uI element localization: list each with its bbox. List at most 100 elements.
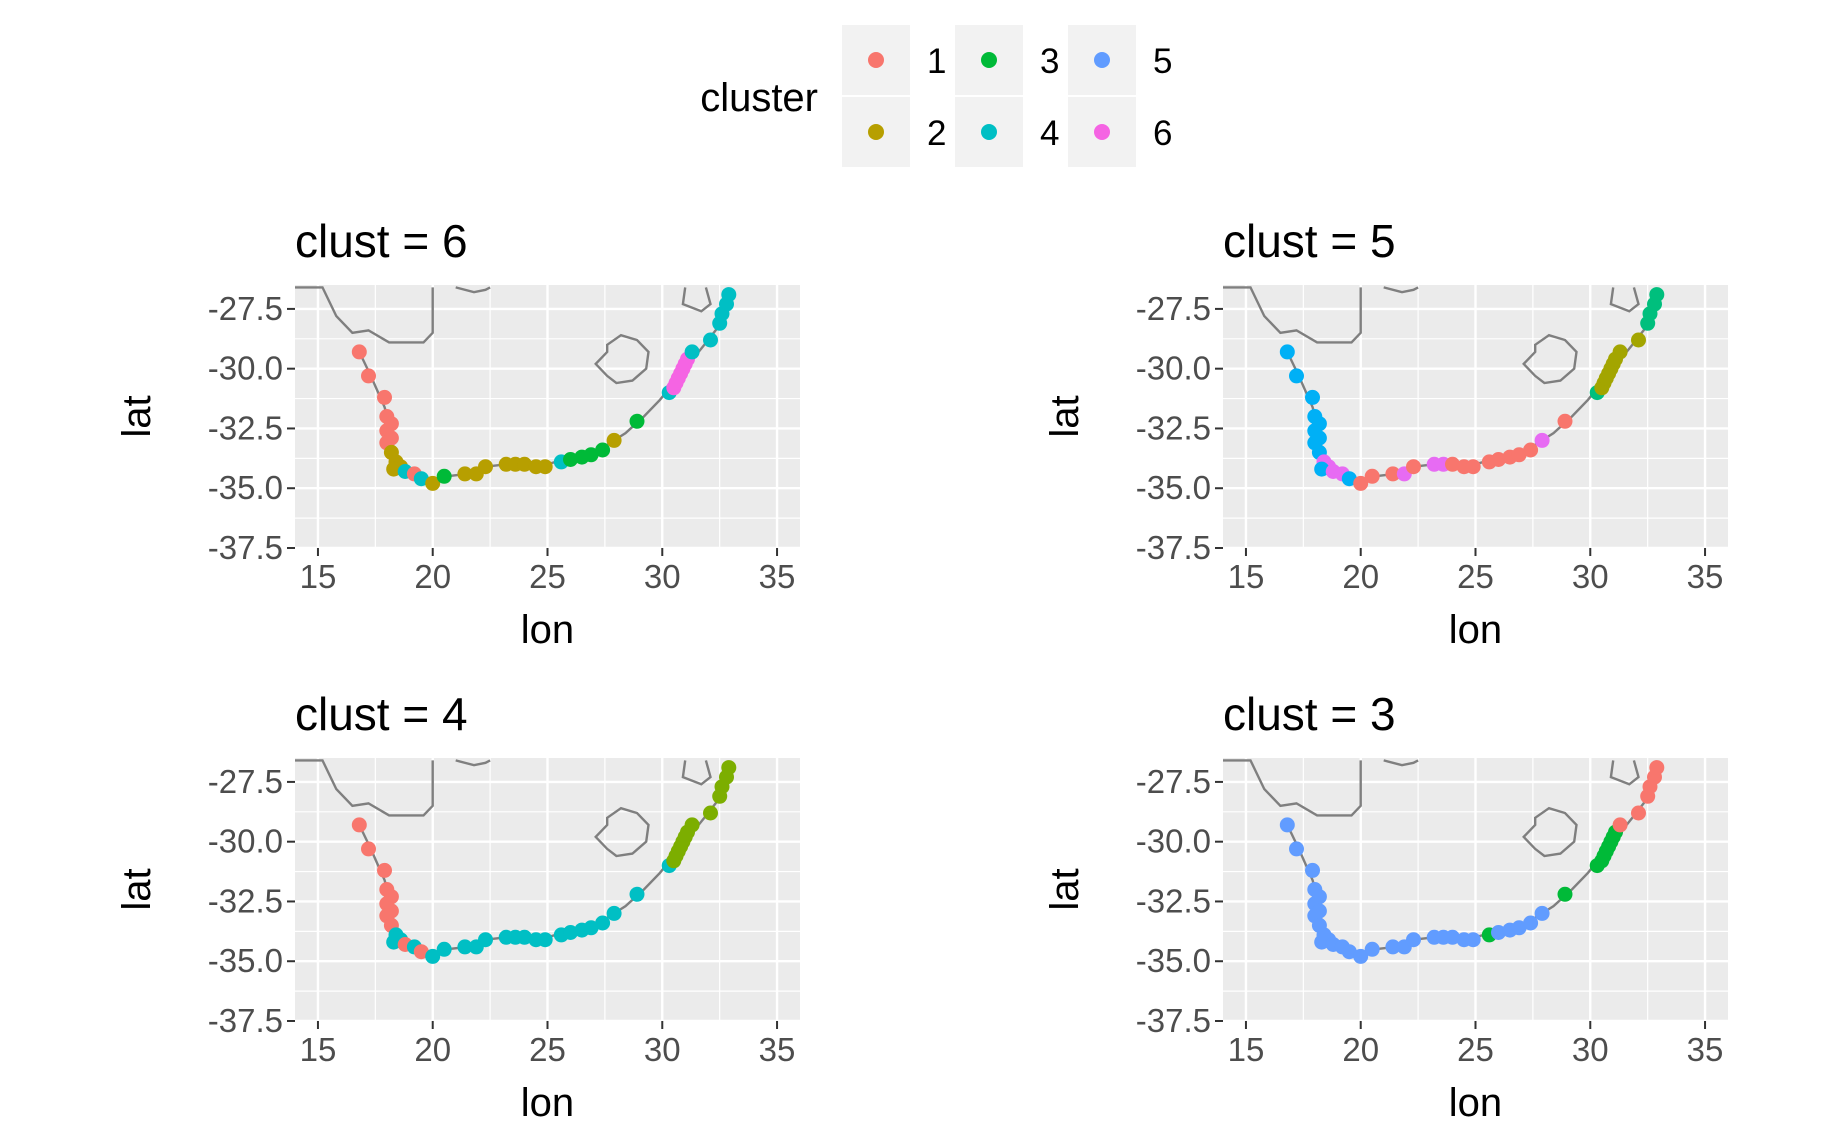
legend-label: 5 xyxy=(1153,42,1172,81)
data-point xyxy=(377,862,392,878)
border-line xyxy=(681,287,712,313)
data-point xyxy=(1491,452,1506,467)
panel-title: clust = 5 xyxy=(1223,215,1396,267)
y-tick-label: -27.5 xyxy=(1136,290,1211,327)
data-point xyxy=(413,471,429,487)
data-point xyxy=(413,944,429,960)
legend-key-dot xyxy=(981,124,997,140)
data-point xyxy=(351,344,367,360)
y-axis-label: lat xyxy=(1043,868,1087,910)
x-tick-label: 20 xyxy=(414,558,451,595)
x-axis-label: lon xyxy=(1449,608,1502,652)
legend-key-dot xyxy=(1094,124,1110,140)
data-point xyxy=(1631,332,1646,348)
x-tick-label: 35 xyxy=(759,1031,796,1068)
y-tick-label: -30.0 xyxy=(208,823,283,860)
y-tick-label: -32.5 xyxy=(1136,409,1211,446)
panels: clust = 6 15 20 25 30 35 -27.5 -30.0 -32.5 -35.0 -… xyxy=(115,215,1728,1125)
data-point xyxy=(606,432,622,448)
x-tick-label: 30 xyxy=(1572,558,1609,595)
data-point xyxy=(1557,886,1573,902)
panel-title: clust = 3 xyxy=(1223,688,1396,740)
data-point xyxy=(629,886,645,902)
facet-panel: clust = 4 15 20 25 30 35 -27.5 -30.0 -32.5 -35.0 -… xyxy=(115,688,800,1125)
data-point xyxy=(1341,471,1357,487)
border-line xyxy=(1609,287,1640,313)
y-axis-label: lat xyxy=(115,395,159,437)
data-point xyxy=(478,932,493,948)
data-point xyxy=(1289,368,1304,384)
data-point xyxy=(1353,475,1369,491)
data-point xyxy=(684,817,700,833)
data-point xyxy=(517,456,532,472)
data-point xyxy=(386,934,402,950)
data-point xyxy=(1465,932,1481,948)
x-axis-label: lon xyxy=(521,1081,574,1125)
data-point xyxy=(1511,920,1527,936)
x-tick-label: 30 xyxy=(1572,1031,1609,1068)
legend-key-dot xyxy=(868,124,884,140)
x-tick-label: 35 xyxy=(759,558,796,595)
border-line xyxy=(1223,759,1362,817)
legend-label: 3 xyxy=(1040,42,1059,81)
data-point xyxy=(703,332,718,348)
border-line xyxy=(1223,286,1362,344)
x-tick-label: 35 xyxy=(1687,558,1724,595)
data-point xyxy=(1445,929,1460,945)
x-tick-label: 20 xyxy=(1342,558,1379,595)
data-point xyxy=(703,805,718,821)
legend-label: 6 xyxy=(1153,114,1172,153)
data-point xyxy=(1612,344,1628,360)
data-point xyxy=(436,941,452,957)
data-point xyxy=(1314,934,1330,950)
data-point xyxy=(361,841,376,857)
data-point xyxy=(1385,939,1401,955)
y-tick-label: -32.5 xyxy=(1136,882,1211,919)
points xyxy=(1279,760,1665,964)
data-point xyxy=(1649,287,1665,303)
data-point xyxy=(1364,941,1380,957)
data-point xyxy=(595,442,611,458)
x-tick-label: 30 xyxy=(644,558,681,595)
y-tick-label: -35.0 xyxy=(208,469,283,506)
x-tick-label: 15 xyxy=(300,558,337,595)
y-tick-label: -37.5 xyxy=(208,1002,283,1039)
data-point xyxy=(386,461,402,477)
lesotho-outline xyxy=(1522,333,1578,385)
x-tick-label: 30 xyxy=(644,1031,681,1068)
data-point xyxy=(1491,925,1506,940)
data-point xyxy=(1341,944,1357,960)
data-point xyxy=(1385,466,1401,482)
legend-key-dot xyxy=(1094,52,1110,68)
data-point xyxy=(1289,841,1304,857)
y-tick-label: -30.0 xyxy=(1136,350,1211,387)
data-point xyxy=(1557,413,1573,429)
data-point xyxy=(1649,760,1665,776)
data-point xyxy=(583,447,599,463)
data-point xyxy=(721,287,737,303)
y-axis-label: lat xyxy=(1043,395,1087,437)
data-point xyxy=(1534,432,1550,448)
y-axis-label: lat xyxy=(115,868,159,910)
y-tick-label: -37.5 xyxy=(208,529,283,566)
data-point xyxy=(595,915,611,931)
data-point xyxy=(563,925,578,940)
legend-key-dot xyxy=(868,52,884,68)
data-point xyxy=(583,920,599,936)
data-point xyxy=(457,939,473,955)
data-point xyxy=(537,932,553,948)
legend-label: 1 xyxy=(927,42,946,81)
points xyxy=(351,760,737,964)
legend-key-dot xyxy=(981,52,997,68)
y-tick-label: -37.5 xyxy=(1136,529,1211,566)
data-point xyxy=(1534,905,1550,921)
data-point xyxy=(1353,948,1369,964)
data-point xyxy=(1279,817,1295,833)
data-point xyxy=(361,368,376,384)
x-tick-label: 20 xyxy=(414,1031,451,1068)
data-point xyxy=(425,475,441,491)
y-tick-label: -30.0 xyxy=(208,350,283,387)
border-line xyxy=(1383,759,1419,767)
data-point xyxy=(1305,389,1320,405)
